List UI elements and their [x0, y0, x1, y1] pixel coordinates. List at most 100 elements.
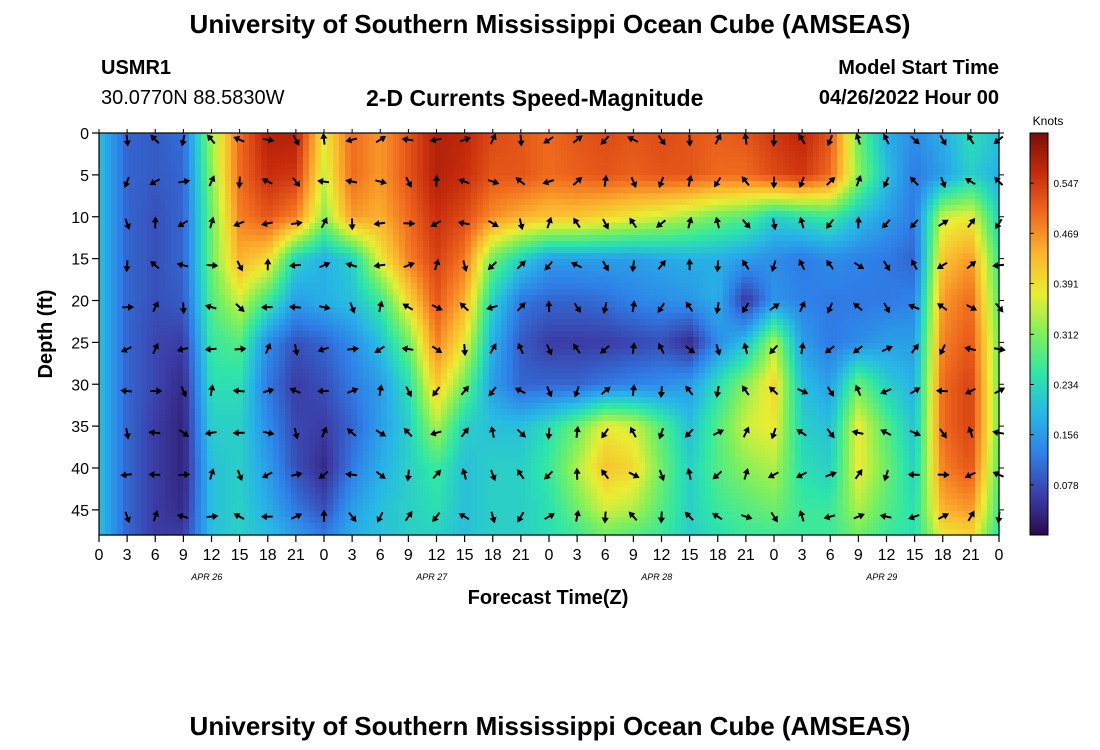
heatmap-cell [363, 217, 370, 224]
heatmap-cell [129, 241, 136, 248]
heatmap-cell [975, 175, 982, 182]
heatmap-cell [459, 307, 466, 314]
heatmap-cell [621, 163, 628, 170]
heatmap-cell [735, 235, 742, 242]
heatmap-cell [795, 139, 802, 146]
heatmap-cell [237, 319, 244, 326]
heatmap-cell [609, 247, 616, 254]
heatmap-cell [231, 175, 238, 182]
heatmap-cell [561, 247, 568, 254]
heatmap-cell [363, 325, 370, 332]
heatmap-cell [351, 241, 358, 248]
heatmap-cell [303, 187, 310, 194]
heatmap-cell [909, 133, 916, 140]
heatmap-cell [225, 283, 232, 290]
heatmap-cell [465, 181, 472, 188]
heatmap-cell [771, 283, 778, 290]
heatmap-cell [819, 277, 826, 284]
heatmap-cell [525, 301, 532, 308]
heatmap-cell [891, 247, 898, 254]
heatmap-cell [981, 139, 988, 146]
heatmap-cell [525, 157, 532, 164]
heatmap-cell [729, 265, 736, 272]
heatmap-cell [669, 175, 676, 182]
heatmap-cell [387, 241, 394, 248]
heatmap-cell [987, 211, 994, 218]
heatmap-cell [633, 145, 640, 152]
heatmap-cell [747, 235, 754, 242]
heatmap-cell [687, 181, 694, 188]
heatmap-cell [129, 331, 136, 338]
heatmap-cell [273, 235, 280, 242]
heatmap-cell [363, 205, 370, 212]
heatmap-cell [813, 205, 820, 212]
heatmap-cell [507, 133, 514, 140]
heatmap-cell [969, 313, 976, 320]
heatmap-cell [351, 157, 358, 164]
heatmap-cell [891, 163, 898, 170]
heatmap-cell [183, 151, 190, 158]
heatmap-cell [603, 277, 610, 284]
heatmap-cell [921, 241, 928, 248]
heatmap-cell [945, 283, 952, 290]
heatmap-cell [885, 187, 892, 194]
heatmap-cell [627, 139, 634, 146]
heatmap-cell [213, 325, 220, 332]
heatmap-cell [789, 265, 796, 272]
heatmap-cell [951, 157, 958, 164]
heatmap-cell [651, 319, 658, 326]
heatmap-cell [291, 331, 298, 338]
heatmap-cell [387, 187, 394, 194]
heatmap-cell [327, 247, 334, 254]
heatmap-cell [321, 289, 328, 296]
heatmap-cell [981, 187, 988, 194]
heatmap-cell [723, 283, 730, 290]
heatmap-cell [579, 295, 586, 302]
heatmap-cell [339, 253, 346, 260]
heatmap-cell [675, 313, 682, 320]
heatmap-cell [969, 229, 976, 236]
heatmap-cell [933, 175, 940, 182]
heatmap-cell [297, 187, 304, 194]
heatmap-cell [831, 151, 838, 158]
heatmap-cell [525, 187, 532, 194]
heatmap-cell [111, 151, 118, 158]
heatmap-cell [375, 313, 382, 320]
heatmap-cell [585, 235, 592, 242]
heatmap-cell [585, 187, 592, 194]
heatmap-cell [411, 193, 418, 200]
heatmap-cell [663, 325, 670, 332]
heatmap-cell [987, 319, 994, 326]
heatmap-cell [237, 145, 244, 152]
heatmap-cell [879, 169, 886, 176]
heatmap-cell [573, 283, 580, 290]
heatmap-cell [453, 319, 460, 326]
heatmap-cell [117, 223, 124, 230]
heatmap-cell [951, 271, 958, 278]
heatmap-cell [753, 187, 760, 194]
heatmap-cell [741, 163, 748, 170]
heatmap-cell [915, 187, 922, 194]
heatmap-cell [273, 223, 280, 230]
heatmap-cell [441, 163, 448, 170]
heatmap-cell [675, 133, 682, 140]
heatmap-cell [519, 199, 526, 206]
heatmap-cell [693, 229, 700, 236]
heatmap-cell [303, 253, 310, 260]
heatmap-cell [267, 193, 274, 200]
heatmap-cell [171, 199, 178, 206]
heatmap-cell [567, 199, 574, 206]
heatmap-cell [783, 235, 790, 242]
heatmap-cell [633, 217, 640, 224]
heatmap-cell [717, 193, 724, 200]
heatmap-cell [543, 163, 550, 170]
heatmap-cell [537, 205, 544, 212]
heatmap-cell [441, 325, 448, 332]
heatmap-cell [327, 151, 334, 158]
heatmap-cell [345, 313, 352, 320]
heatmap-cell [417, 205, 424, 212]
heatmap-cell [855, 163, 862, 170]
heatmap-cell [645, 229, 652, 236]
heatmap-cell [705, 277, 712, 284]
heatmap-cell [813, 175, 820, 182]
